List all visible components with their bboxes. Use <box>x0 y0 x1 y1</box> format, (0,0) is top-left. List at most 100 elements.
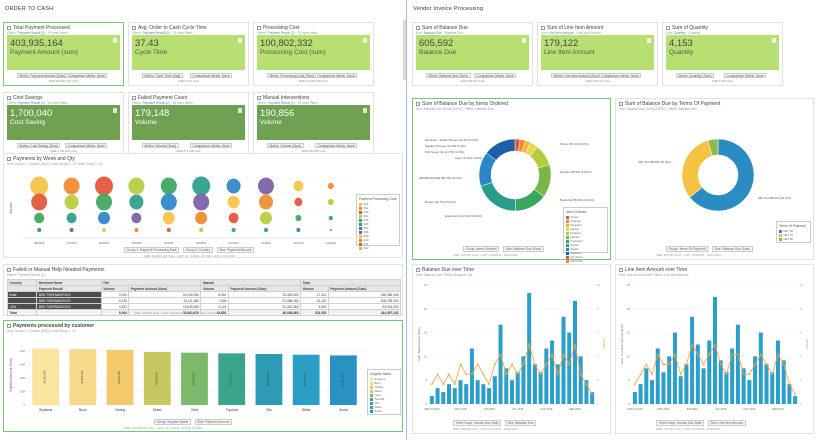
document-icon[interactable] <box>363 38 367 43</box>
legend-item[interactable]: A08 <box>359 230 397 234</box>
checkbox-icon[interactable] <box>132 25 136 30</box>
document-icon[interactable] <box>238 38 242 43</box>
legend-item[interactable]: Headset <box>566 251 605 255</box>
legend-item[interactable]: Printer <box>566 215 605 219</box>
legend-item[interactable]: Buzz <box>370 381 398 385</box>
line-item-over-time-panel[interactable]: Line Item Amount over Time Sort: Line It… <box>615 264 814 434</box>
checkbox-icon[interactable] <box>619 101 623 106</box>
comparison-tag[interactable]: Comparison Metric: None <box>724 73 767 78</box>
sub-filter[interactable]: Balance Due <box>423 31 442 35</box>
document-icon[interactable] <box>647 38 651 43</box>
checkbox-icon[interactable] <box>132 95 136 100</box>
footer-tag[interactable]: Group: Items Ordered <box>463 246 500 252</box>
kpi-card[interactable]: Sum of Line Item Amount Sort: Line Item A… <box>537 22 658 86</box>
scrollbar[interactable] <box>403 20 406 80</box>
metric-tag[interactable]: Metric: Cycle Time (Avg) <box>142 73 183 78</box>
footer-tag[interactable]: Time Group: Invoice Due Date <box>453 420 501 426</box>
bubble-chart-panel[interactable]: Payments by Week and Qty Sort: Group 1 ·… <box>3 153 403 258</box>
footer-tag[interactable]: Size: Line Item Amount <box>707 420 746 426</box>
kpi-tile[interactable]: 1,700,040 Cost Saving <box>7 105 120 140</box>
legend-item[interactable]: Zoola <box>370 409 398 413</box>
checkbox-icon[interactable] <box>7 25 11 30</box>
document-icon[interactable] <box>363 108 367 113</box>
kpi-tile[interactable]: 190,856 Volume <box>257 105 370 140</box>
legend-item[interactable]: Vitz <box>370 401 398 405</box>
kpi-card[interactable]: Cost Savings Filters: Payment Result (2) … <box>3 92 124 156</box>
legend-item[interactable]: Laptop <box>566 227 605 231</box>
legend-item[interactable]: Router <box>566 243 605 247</box>
legend-item[interactable]: A01 <box>359 202 397 206</box>
legend-item[interactable]: A02 <box>359 206 397 210</box>
kpi-tile[interactable]: 100,802,332 Processing Cost (sum) <box>257 35 370 70</box>
comparison-tag[interactable]: Comparison Metric: None <box>474 73 517 78</box>
checkbox-icon[interactable] <box>7 323 11 328</box>
checkbox-icon[interactable] <box>257 95 261 100</box>
kpi-tile[interactable]: 37.43 Cycle Time <box>132 35 245 70</box>
legend-item[interactable]: Projector <box>566 223 605 227</box>
checkbox-icon[interactable] <box>666 25 670 30</box>
checkbox-icon[interactable] <box>416 267 420 272</box>
kpi-card[interactable]: Manual Interventions Filters: Payment Res… <box>253 92 374 156</box>
comparison-tag[interactable]: Comparison Metric: None <box>65 73 108 78</box>
legend-item[interactable]: Hard Disk <box>566 259 605 263</box>
document-icon[interactable] <box>522 38 526 43</box>
legend-item[interactable]: Skiba <box>370 405 398 409</box>
kpi-card[interactable]: Avg. Order to Cash Cycle Time Filters: Pa… <box>128 22 249 86</box>
failed-payments-panel[interactable]: Failed or Manual Help Needed Payments Fi… <box>3 264 403 316</box>
footer-tag[interactable]: Group: Terms Of Payment <box>666 246 708 252</box>
document-icon[interactable] <box>113 108 117 113</box>
comparison-tag[interactable]: Comparison Metric: None <box>190 143 233 148</box>
kpi-tile[interactable]: 179,148 Volume <box>132 105 245 140</box>
legend-item[interactable]: Yamby <box>370 385 398 389</box>
footer-tag[interactable]: Size: Payment Amount <box>216 247 254 253</box>
legend-item[interactable]: Switch <box>566 247 605 251</box>
footer-tag[interactable]: Group 2: Country <box>183 247 213 253</box>
checkbox-icon[interactable] <box>416 101 420 106</box>
checkbox-icon[interactable] <box>257 25 261 30</box>
kpi-card[interactable]: Failed Payment Count Filters: Payment Res… <box>128 92 249 156</box>
footer-tag[interactable]: Time Group: Invoice Due Date <box>656 420 704 426</box>
items-ordered-donut-panel[interactable]: Sum of Balance Due by Items Ordered Sort… <box>412 98 611 263</box>
comparison-tag[interactable]: Comparison Metric: None <box>65 143 108 148</box>
legend-item[interactable]: Desktop <box>566 231 605 235</box>
balance-due-combo-chart[interactable]: Sum: Balance Due (Sum) Volume 0 0 5 2 10 4 15 6 20… <box>415 279 610 419</box>
legend-item[interactable]: A06 <box>359 222 397 226</box>
legend-item[interactable]: NET 15 <box>779 233 808 237</box>
kpi-tile[interactable]: 403,935,164 Payment Amount (sum) <box>7 35 120 70</box>
bubble-chart[interactable]: Volume 08/2016 07/2016 06/2016 05/2016 04/201… <box>7 168 352 248</box>
legend-item[interactable]: Skinix <box>370 389 398 393</box>
legend-item[interactable]: Systems <box>370 377 398 381</box>
legend-item[interactable]: A12 <box>359 246 397 250</box>
line-item-combo-chart[interactable]: Sum: Line Item Amount (Sum) Volume 0 0 5 2 10 4… <box>618 279 813 419</box>
sub-filter[interactable]: Payment Result (2) <box>267 31 295 35</box>
sub-filter[interactable]: Payment Result (2) <box>17 31 45 35</box>
customer-bar-chart[interactable]: Payment Amount (Sum) 0 10M 20M 30M 40M 41,000,… <box>7 337 367 417</box>
legend-item[interactable]: A10 <box>359 238 397 242</box>
comparison-tag[interactable]: Comparison Metric: None <box>599 73 642 78</box>
legend-item[interactable]: Scanner <box>566 219 605 223</box>
document-icon[interactable] <box>772 38 776 43</box>
kpi-tile[interactable]: 179,122 Line Item Amount <box>541 35 654 70</box>
comparison-tag[interactable]: Comparison Metric: None <box>315 143 358 148</box>
comparison-tag[interactable]: Comparison Metric: None <box>190 73 233 78</box>
metric-tag[interactable]: Metric: Cost Saving (Sum) <box>17 143 61 148</box>
metric-tag[interactable]: Metric: Balance Due (Sum) <box>426 73 471 78</box>
checkbox-icon[interactable] <box>541 25 545 30</box>
checkbox-icon[interactable] <box>619 267 623 272</box>
legend-item[interactable]: A04 <box>359 214 397 218</box>
footer-tag[interactable]: Size: Balance Due (Sum) <box>503 246 544 252</box>
legend-item[interactable]: A05 <box>359 218 397 222</box>
sub-filter[interactable]: Payment Result (2) <box>142 31 170 35</box>
sub-filter[interactable]: Line Item Amount <box>548 31 574 35</box>
customer-payments-panel[interactable]: Payments processed by customer Sort: Gro… <box>3 320 403 432</box>
sub-filter[interactable]: Payment Result (2) <box>267 101 295 105</box>
legend-item[interactable]: Monitor <box>566 235 605 239</box>
legend-item[interactable]: Pen Drive <box>566 255 605 259</box>
items-ordered-donut[interactable]: Reminder - Mobile Phones (13,429 (2.2%))… <box>415 113 610 243</box>
legend-item[interactable]: NET 30 <box>779 229 808 233</box>
kpi-card[interactable]: Sum of Quantity Sort: Quantity · Quantity… <box>662 22 783 86</box>
checkbox-icon[interactable] <box>7 95 11 100</box>
table-row[interactable]: USA BEN TOKENIDUPLEX 4,322 19,045,200 5,121 2… <box>6 303 402 310</box>
balance-due-over-time-panel[interactable]: Balance Due over Time Sort: Balance Due,… <box>412 264 611 434</box>
metric-tag[interactable]: Metric: Volume (Sum) <box>142 143 179 148</box>
